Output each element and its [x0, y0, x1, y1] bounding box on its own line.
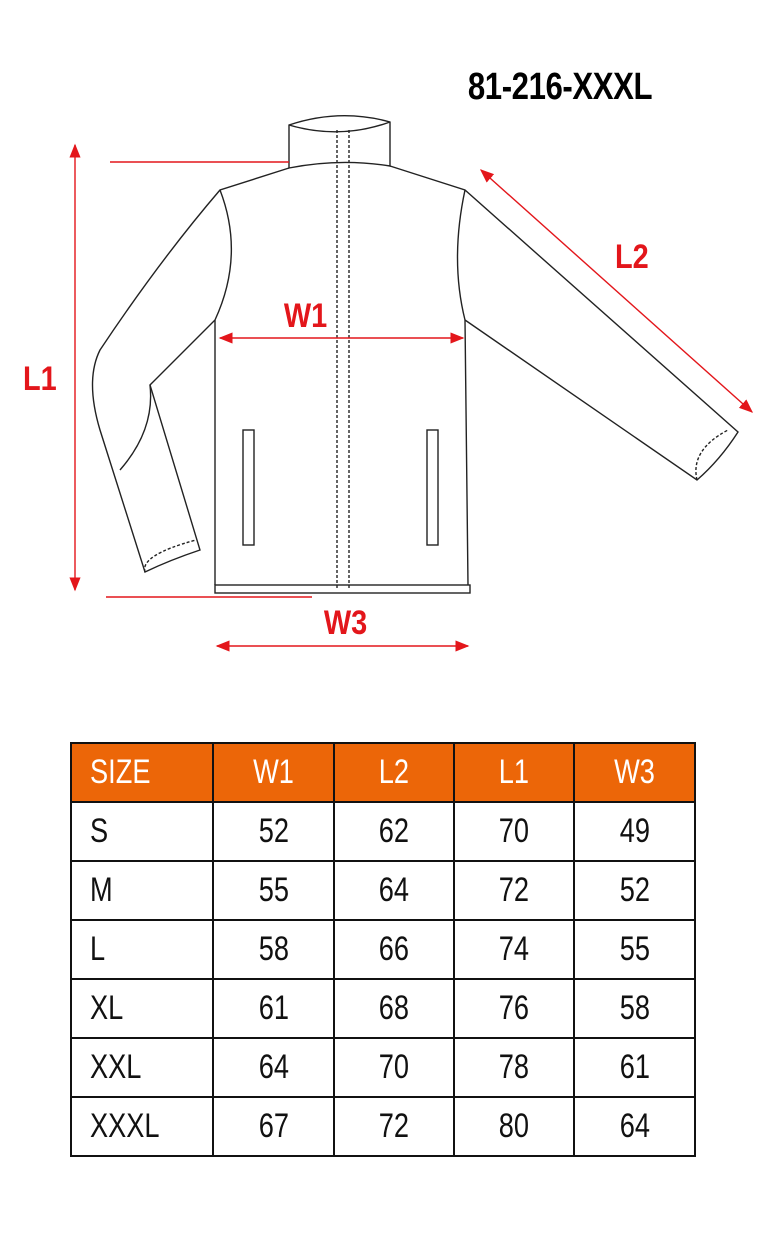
- table-row: XXXL 67 72 80 64: [70, 1096, 697, 1157]
- value-cell: 72: [332, 1096, 455, 1157]
- table-row: XXL 64 70 78 61: [70, 1037, 697, 1098]
- table-header-row: SIZE W1 L2 L1 W3: [70, 742, 697, 803]
- header-l2: L2: [332, 742, 455, 803]
- value-cell: 70: [452, 801, 575, 862]
- value-cell: 80: [452, 1096, 575, 1157]
- product-code-title: 81-216-XXXL: [467, 66, 653, 108]
- value-cell: 55: [211, 860, 335, 921]
- table-row: L 58 66 74 55: [70, 919, 697, 980]
- l2-arrow: [479, 169, 754, 413]
- table-row: XL 61 68 76 58: [70, 978, 697, 1039]
- label-w1: W1: [283, 297, 328, 335]
- left-sleeve: [91, 167, 290, 573]
- size-table: SIZE W1 L2 L1 W3 S 52 62 70 49 M 55 64 72 52 L 58 66…: [70, 742, 697, 1157]
- value-cell: 70: [332, 1037, 455, 1098]
- label-w3: W3: [323, 604, 368, 642]
- value-cell: 72: [452, 860, 575, 921]
- header-l1: L1: [452, 742, 575, 803]
- label-l1: L1: [22, 360, 57, 398]
- value-cell: 58: [211, 919, 335, 980]
- header-size: SIZE: [70, 742, 214, 803]
- value-cell: 61: [211, 978, 335, 1039]
- value-cell: 61: [572, 1037, 697, 1098]
- jacket-outline: [91, 114, 739, 594]
- left-pocket: [242, 429, 255, 546]
- value-cell: 68: [332, 978, 455, 1039]
- value-cell: 52: [572, 860, 697, 921]
- value-cell: 58: [572, 978, 697, 1039]
- value-cell: 52: [211, 801, 335, 862]
- value-cell: 55: [572, 919, 697, 980]
- value-cell: 64: [332, 860, 455, 921]
- value-cell: 76: [452, 978, 575, 1039]
- right-sleeve: [389, 165, 739, 481]
- value-cell: 62: [332, 801, 455, 862]
- size-cell: XXL: [70, 1037, 214, 1098]
- right-pocket: [426, 429, 439, 546]
- hem: [214, 584, 471, 594]
- value-cell: 64: [572, 1096, 697, 1157]
- value-cell: 67: [211, 1096, 335, 1157]
- body: [214, 319, 469, 586]
- size-cell: XL: [70, 978, 214, 1039]
- size-cell: L: [70, 919, 214, 980]
- size-cell: XXXL: [70, 1096, 214, 1157]
- header-w3: W3: [572, 742, 697, 803]
- jacket-diagram: [69, 114, 754, 652]
- measure-lines: [69, 143, 754, 652]
- value-cell: 66: [332, 919, 455, 980]
- label-l2: L2: [614, 238, 649, 276]
- value-cell: 64: [211, 1037, 335, 1098]
- table-row: S 52 62 70 49: [70, 801, 697, 862]
- value-cell: 74: [452, 919, 575, 980]
- value-cell: 78: [452, 1037, 575, 1098]
- table-row: M 55 64 72 52: [70, 860, 697, 921]
- collar: [288, 114, 391, 169]
- value-cell: 49: [572, 801, 697, 862]
- size-cell: M: [70, 860, 214, 921]
- size-cell: S: [70, 801, 214, 862]
- header-w1: W1: [211, 742, 335, 803]
